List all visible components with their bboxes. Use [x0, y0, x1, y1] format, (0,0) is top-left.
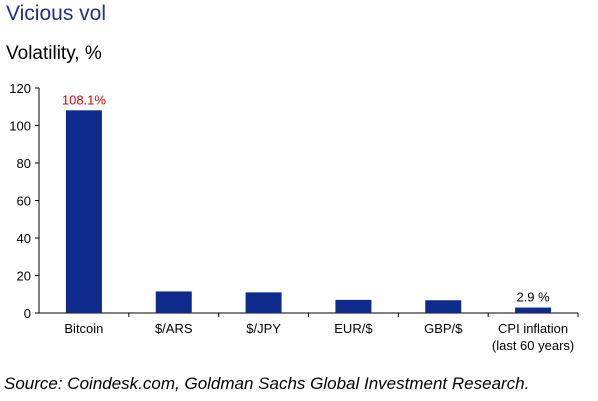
data-label: 108.1% [62, 92, 107, 107]
y-axis-label: Volatility, % [6, 43, 102, 64]
chart-title: Vicious vol [6, 2, 106, 25]
x-tick-label: CPI inflation [498, 321, 568, 336]
bar [425, 300, 462, 313]
bar [65, 110, 102, 313]
bar [245, 292, 282, 313]
x-tick-label: (last 60 years) [492, 338, 574, 353]
source-note: Source: Coindesk.com, Goldman Sachs Glob… [4, 374, 530, 393]
bar [515, 307, 552, 313]
x-tick-label: Bitcoin [64, 321, 103, 336]
bar [155, 291, 192, 313]
y-tick-label: 20 [17, 269, 31, 284]
y-tick-label: 40 [17, 231, 31, 246]
bar [335, 299, 372, 313]
x-tick-label: GBP/$ [424, 321, 463, 336]
y-tick-label: 100 [9, 119, 31, 134]
y-tick-label: 0 [24, 306, 31, 321]
y-tick-label: 60 [17, 194, 31, 209]
x-tick-label: $/ARS [155, 321, 193, 336]
y-tick-label: 80 [17, 156, 31, 171]
y-tick-label: 120 [9, 81, 31, 96]
x-tick-label: $/JPY [246, 321, 281, 336]
x-tick-label: EUR/$ [334, 321, 373, 336]
data-label: 2.9 % [516, 290, 550, 305]
